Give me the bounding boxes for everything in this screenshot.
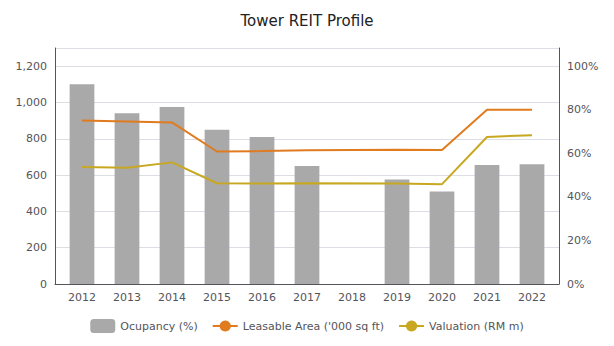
svg-text:1,000: 1,000 (16, 96, 48, 109)
svg-text:0%: 0% (567, 278, 584, 291)
svg-text:100%: 100% (567, 60, 598, 73)
svg-text:Ocupancy (%): Ocupancy (%) (120, 320, 197, 333)
svg-text:2019: 2019 (383, 291, 411, 304)
svg-text:80%: 80% (567, 103, 591, 116)
svg-text:2016: 2016 (248, 291, 276, 304)
svg-text:20%: 20% (567, 234, 591, 247)
svg-text:2013: 2013 (113, 291, 141, 304)
svg-text:2022: 2022 (518, 291, 546, 304)
svg-text:600: 600 (26, 169, 47, 182)
svg-text:2020: 2020 (428, 291, 456, 304)
svg-text:0: 0 (40, 278, 47, 291)
svg-text:2021: 2021 (473, 291, 501, 304)
svg-text:2017: 2017 (293, 291, 321, 304)
svg-text:200: 200 (26, 241, 47, 254)
svg-text:800: 800 (26, 132, 47, 145)
svg-text:Valuation (RM m): Valuation (RM m) (429, 320, 524, 333)
svg-text:2015: 2015 (203, 291, 231, 304)
svg-text:Leasable Area ('000 sq ft): Leasable Area ('000 sq ft) (243, 320, 384, 333)
svg-text:400: 400 (26, 205, 47, 218)
svg-text:2018: 2018 (338, 291, 366, 304)
svg-text:2012: 2012 (68, 291, 96, 304)
svg-text:Tower REIT Profile: Tower REIT Profile (239, 12, 373, 30)
svg-text:40%: 40% (567, 190, 591, 203)
svg-text:2014: 2014 (158, 291, 186, 304)
svg-text:60%: 60% (567, 147, 591, 160)
svg-text:1,200: 1,200 (16, 60, 48, 73)
